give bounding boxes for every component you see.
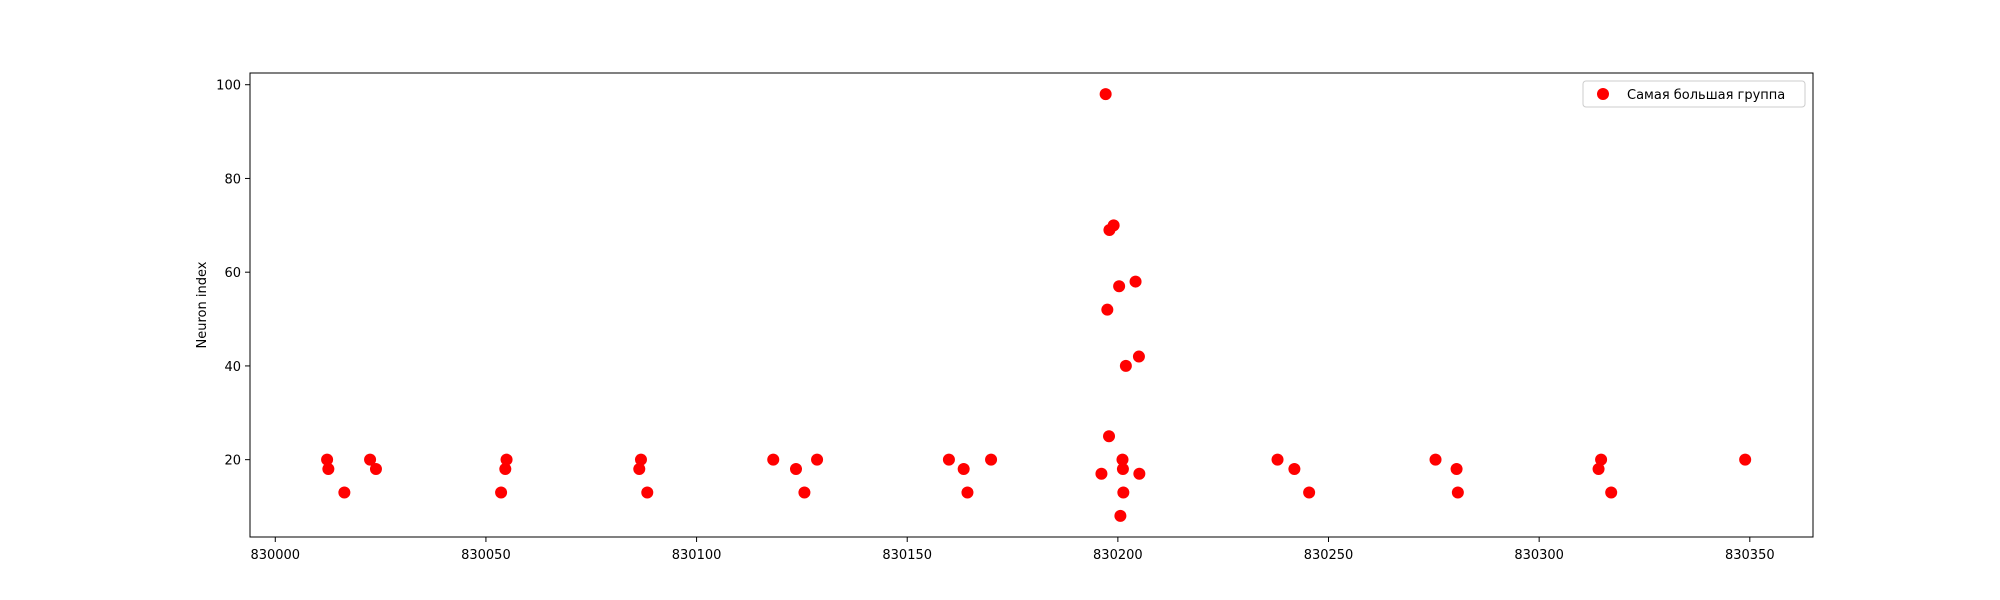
x-tick-label: 830200 (1093, 548, 1143, 563)
data-point (1429, 453, 1442, 466)
legend-marker (1597, 88, 1609, 100)
x-tick-label: 830350 (1725, 548, 1775, 563)
data-point (322, 463, 335, 476)
x-tick-label: 830300 (1514, 548, 1564, 563)
data-point (1107, 219, 1120, 232)
data-point (1592, 463, 1605, 476)
data-point (1739, 453, 1752, 466)
legend-box (1582, 80, 1806, 108)
data-point (1450, 463, 1463, 476)
data-point (957, 463, 970, 476)
plot-frame (249, 72, 1814, 538)
data-point (961, 486, 974, 499)
data-point (1116, 463, 1129, 476)
data-point (1095, 467, 1108, 480)
data-point (1116, 453, 1129, 466)
data-point (1114, 509, 1127, 522)
x-tick-label: 830100 (672, 548, 722, 563)
data-point (633, 463, 646, 476)
data-point (1099, 88, 1112, 101)
data-point (1288, 463, 1301, 476)
data-point (1119, 359, 1132, 372)
data-point (1271, 453, 1284, 466)
data-point (1132, 350, 1145, 363)
data-point (1303, 486, 1316, 499)
data-point (499, 463, 512, 476)
data-point (364, 453, 377, 466)
x-axis: 830000 830050 830100 830150 830200 830250 8303… (250, 537, 1775, 563)
data-point (321, 453, 334, 466)
data-point (811, 453, 824, 466)
data-point (798, 486, 811, 499)
y-axis-title: Neuron index (195, 261, 210, 348)
data-point (789, 463, 802, 476)
y-axis: 20 40 60 80 100 (216, 79, 250, 469)
data-point (1129, 275, 1142, 288)
data-point (495, 486, 508, 499)
y-tick-label: 60 (224, 266, 241, 281)
data-point (1605, 486, 1618, 499)
plot-area (249, 72, 1814, 538)
data-point (767, 453, 780, 466)
data-point (985, 453, 998, 466)
data-point (500, 453, 513, 466)
data-point (369, 463, 382, 476)
data-point (1133, 467, 1146, 480)
data-point (338, 486, 351, 499)
legend: Самая большая группа (1582, 80, 1806, 108)
data-point (1595, 453, 1608, 466)
data-point (942, 453, 955, 466)
x-tick-label: 830000 (250, 548, 300, 563)
data-points (321, 88, 1752, 522)
legend-label: Самая большая группа (1627, 88, 1785, 103)
data-point (1451, 486, 1464, 499)
data-point (1101, 303, 1114, 316)
y-tick-label: 80 (224, 172, 241, 187)
data-point (1117, 486, 1130, 499)
y-tick-label: 40 (224, 360, 241, 375)
x-tick-label: 830150 (882, 548, 932, 563)
y-tick-label: 20 (224, 454, 241, 469)
x-tick-label: 830250 (1304, 548, 1354, 563)
y-tick-label: 100 (216, 79, 241, 94)
data-point (1103, 430, 1116, 443)
data-point (641, 486, 654, 499)
x-tick-label: 830050 (461, 548, 511, 563)
data-point (1113, 280, 1126, 293)
data-point (634, 453, 647, 466)
